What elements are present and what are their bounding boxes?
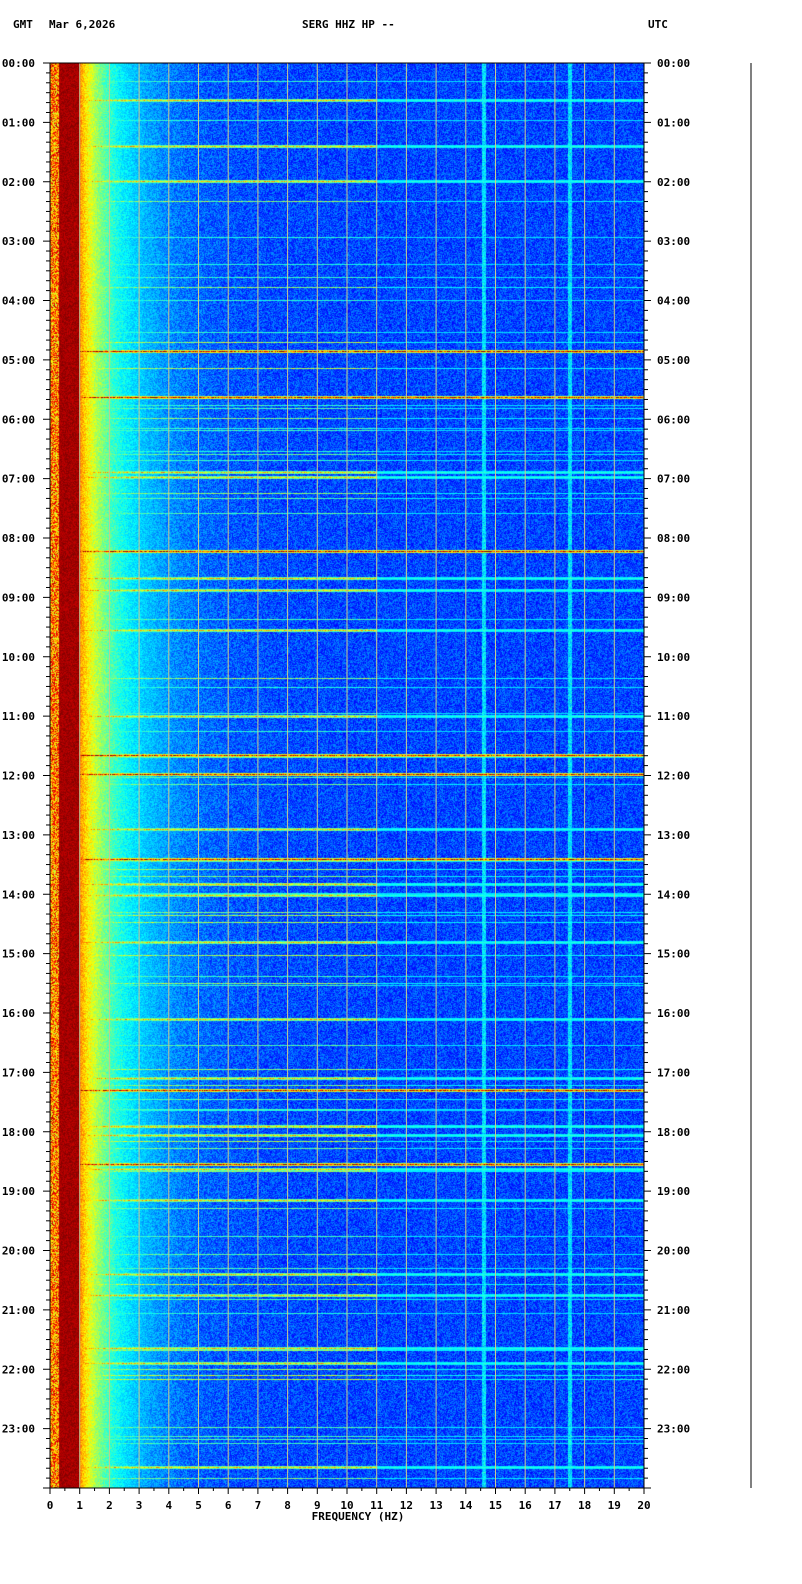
time-label-left: 04:00 bbox=[2, 295, 35, 308]
time-label-left: 01:00 bbox=[2, 116, 35, 129]
frequency-tick-label: 10 bbox=[340, 1499, 353, 1512]
frequency-tick-label: 15 bbox=[489, 1499, 502, 1512]
frequency-tick-label: 17 bbox=[548, 1499, 561, 1512]
time-label-left: 11:00 bbox=[2, 710, 35, 723]
time-label-right: 03:00 bbox=[657, 235, 690, 248]
date-label: Mar 6,2026 bbox=[49, 18, 116, 31]
time-label-left: 18:00 bbox=[2, 1126, 35, 1139]
time-label-right: 04:00 bbox=[657, 295, 690, 308]
frequency-tick-label: 11 bbox=[370, 1499, 384, 1512]
frequency-tick-label: 12 bbox=[400, 1499, 413, 1512]
time-label-right: 22:00 bbox=[657, 1363, 690, 1376]
frequency-tick-label: 1 bbox=[76, 1499, 83, 1512]
frequency-tick-label: 8 bbox=[284, 1499, 291, 1512]
time-label-left: 16:00 bbox=[2, 1007, 35, 1020]
time-label-left: 10:00 bbox=[2, 651, 35, 664]
time-label-right: 20:00 bbox=[657, 1245, 690, 1258]
time-label-left: 06:00 bbox=[2, 413, 35, 426]
frequency-tick-label: 5 bbox=[195, 1499, 202, 1512]
time-label-right: 18:00 bbox=[657, 1126, 690, 1139]
station-title: SERG HHZ HP -- bbox=[302, 18, 395, 31]
time-label-right: 19:00 bbox=[657, 1185, 690, 1198]
frequency-axis: 0 1 2 3 4 5 6 7 8 9 10 11 12 13 14 15 16 17 18 19 20 bbox=[47, 1488, 651, 1512]
frequency-tick-label: 6 bbox=[225, 1499, 232, 1512]
frequency-tick-label: 13 bbox=[429, 1499, 442, 1512]
time-axis: 00:00 00:00 01:00 01:00 02:00 02:00 03:00 03:00… bbox=[2, 57, 690, 1489]
time-label-left: 09:00 bbox=[2, 591, 35, 604]
time-label-right: 07:00 bbox=[657, 473, 690, 486]
time-label-left: 12:00 bbox=[2, 770, 35, 783]
time-label-right: 17:00 bbox=[657, 1066, 690, 1079]
time-label-left: 05:00 bbox=[2, 354, 35, 367]
time-label-left: 13:00 bbox=[2, 829, 35, 842]
time-label-right: 15:00 bbox=[657, 948, 690, 961]
time-label-right: 14:00 bbox=[657, 888, 690, 901]
frequency-tick-label: 16 bbox=[519, 1499, 533, 1512]
time-label-right: 05:00 bbox=[657, 354, 690, 367]
time-label-right: 09:00 bbox=[657, 591, 690, 604]
time-label-left: 03:00 bbox=[2, 235, 35, 248]
frequency-tick-label: 20 bbox=[637, 1499, 650, 1512]
time-label-left: 15:00 bbox=[2, 948, 35, 961]
x-axis-label: FREQUENCY (HZ) bbox=[312, 1510, 405, 1523]
time-label-left: 19:00 bbox=[2, 1185, 35, 1198]
time-label-right: 10:00 bbox=[657, 651, 690, 664]
frequency-tick-label: 14 bbox=[459, 1499, 473, 1512]
time-label-left: 17:00 bbox=[2, 1066, 35, 1079]
time-label-right: 23:00 bbox=[657, 1423, 690, 1436]
time-label-left: 20:00 bbox=[2, 1245, 35, 1258]
time-label-right: 13:00 bbox=[657, 829, 690, 842]
time-label-left: 00:00 bbox=[2, 57, 35, 70]
time-label-right: 02:00 bbox=[657, 176, 690, 189]
frequency-gridlines bbox=[79, 63, 615, 1488]
frequency-tick-label: 7 bbox=[255, 1499, 262, 1512]
time-label-left: 08:00 bbox=[2, 532, 35, 545]
timezone-left-label: GMT bbox=[13, 18, 33, 31]
time-label-right: 00:00 bbox=[657, 57, 690, 70]
frequency-tick-label: 2 bbox=[106, 1499, 113, 1512]
timezone-right-label: UTC bbox=[648, 18, 668, 31]
time-label-right: 11:00 bbox=[657, 710, 690, 723]
time-label-right: 16:00 bbox=[657, 1007, 690, 1020]
frequency-tick-label: 4 bbox=[165, 1499, 172, 1512]
time-label-left: 23:00 bbox=[2, 1423, 35, 1436]
frequency-tick-label: 0 bbox=[47, 1499, 54, 1512]
time-label-right: 12:00 bbox=[657, 770, 690, 783]
time-label-left: 22:00 bbox=[2, 1363, 35, 1376]
frequency-tick-label: 9 bbox=[314, 1499, 321, 1512]
time-label-left: 14:00 bbox=[2, 888, 35, 901]
time-label-right: 08:00 bbox=[657, 532, 690, 545]
time-label-left: 21:00 bbox=[2, 1304, 35, 1317]
frequency-tick-label: 3 bbox=[136, 1499, 143, 1512]
time-label-left: 07:00 bbox=[2, 473, 35, 486]
frequency-tick-label: 18 bbox=[578, 1499, 591, 1512]
time-label-right: 21:00 bbox=[657, 1304, 690, 1317]
frequency-tick-label: 19 bbox=[608, 1499, 621, 1512]
time-label-right: 01:00 bbox=[657, 116, 690, 129]
time-label-right: 06:00 bbox=[657, 413, 690, 426]
time-label-left: 02:00 bbox=[2, 176, 35, 189]
